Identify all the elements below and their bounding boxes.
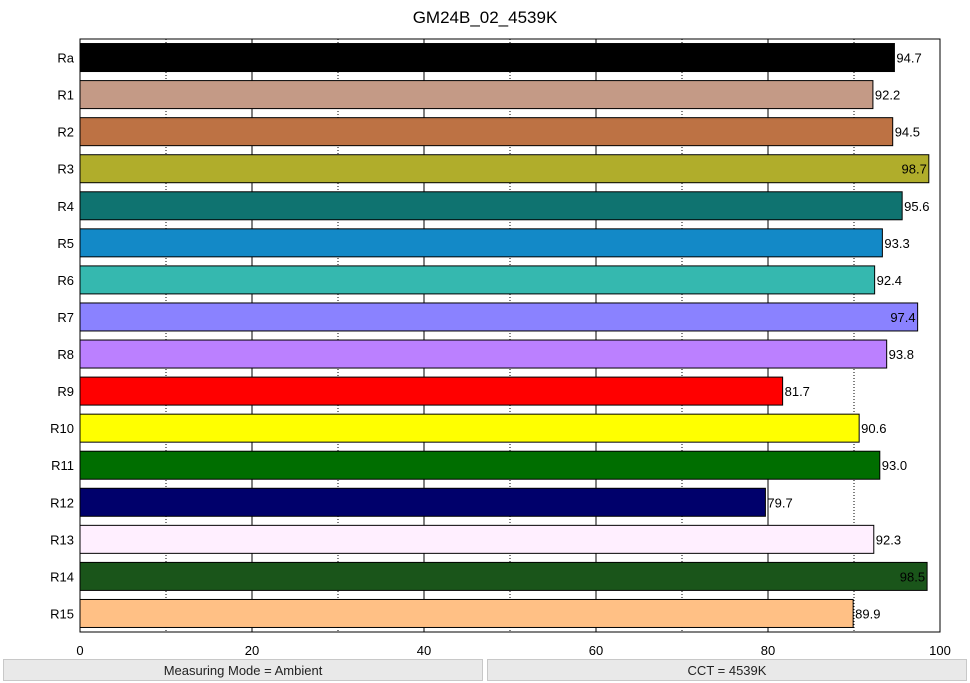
category-label: Ra <box>57 51 74 66</box>
value-label: 93.3 <box>884 236 909 251</box>
value-label: 94.5 <box>895 125 920 140</box>
bar-ra <box>79 43 895 73</box>
value-label: 94.7 <box>896 51 921 66</box>
value-label: 97.4 <box>890 310 915 325</box>
value-label: 95.6 <box>904 199 929 214</box>
value-labels: 94.7 92.2 94.5 98.7 95.6 93.3 92.4 97.4 93.8 81.7… <box>767 51 929 622</box>
bar-r4 <box>79 191 903 221</box>
x-tick-label: 60 <box>589 643 603 658</box>
x-tick-label: 20 <box>245 643 259 658</box>
value-label: 98.7 <box>902 162 927 177</box>
x-axis-ticks: 0 20 40 60 80 100 <box>76 643 950 658</box>
category-labels: Ra R1 R2 R3 R4 R5 R6 R7 R8 R9 R10 R11 R12 R13 R14 R15 <box>50 51 75 622</box>
bar-r3 <box>79 154 930 184</box>
bar-r1 <box>79 80 874 110</box>
value-label: 90.6 <box>861 421 886 436</box>
x-tick-label: 40 <box>417 643 431 658</box>
bar-r8 <box>79 339 888 369</box>
bar-r11 <box>79 450 881 480</box>
value-label: 98.5 <box>900 569 925 584</box>
category-label: R14 <box>50 569 74 584</box>
bar-r2 <box>79 117 894 147</box>
cri-bar-chart: GM24B_02_4539K Ra R1 R2 R3 R4 R5 R6 R7 R8 R9 R10 R1… <box>50 8 951 658</box>
value-label: 92.4 <box>877 273 902 288</box>
bar-r14 <box>79 561 928 591</box>
bar-r10 <box>79 413 860 443</box>
x-tick-label: 80 <box>761 643 775 658</box>
bar-r12 <box>79 487 766 517</box>
category-label: R7 <box>57 310 74 325</box>
value-label: 93.0 <box>882 458 907 473</box>
value-label: 79.7 <box>767 495 792 510</box>
category-label: R6 <box>57 273 74 288</box>
category-label: R8 <box>57 347 74 362</box>
category-label: R15 <box>50 606 74 621</box>
bars <box>79 43 930 628</box>
category-label: R13 <box>50 532 74 547</box>
measuring-mode-status: Measuring Mode = Ambient <box>3 659 483 681</box>
value-label: 92.2 <box>875 88 900 103</box>
category-label: R9 <box>57 384 74 399</box>
category-label: R4 <box>57 199 74 214</box>
bar-r6 <box>79 265 876 295</box>
category-label: R3 <box>57 162 74 177</box>
category-label: R12 <box>50 495 74 510</box>
bar-r9 <box>79 376 784 406</box>
bar-r15 <box>79 598 854 628</box>
bar-r5 <box>79 228 883 258</box>
bar-r13 <box>79 524 875 554</box>
category-label: R2 <box>57 125 74 140</box>
value-label: 81.7 <box>785 384 810 399</box>
category-label: R10 <box>50 421 74 436</box>
category-label: R11 <box>51 458 74 473</box>
chart-title: GM24B_02_4539K <box>413 8 558 27</box>
category-label: R1 <box>57 88 74 103</box>
value-label: 89.9 <box>855 606 880 621</box>
x-tick-label: 100 <box>929 643 951 658</box>
value-label: 92.3 <box>876 532 901 547</box>
bar-r7 <box>79 302 919 332</box>
cct-status: CCT = 4539K <box>487 659 967 681</box>
category-label: R5 <box>57 236 74 251</box>
x-tick-label: 0 <box>76 643 83 658</box>
value-label: 93.8 <box>889 347 914 362</box>
